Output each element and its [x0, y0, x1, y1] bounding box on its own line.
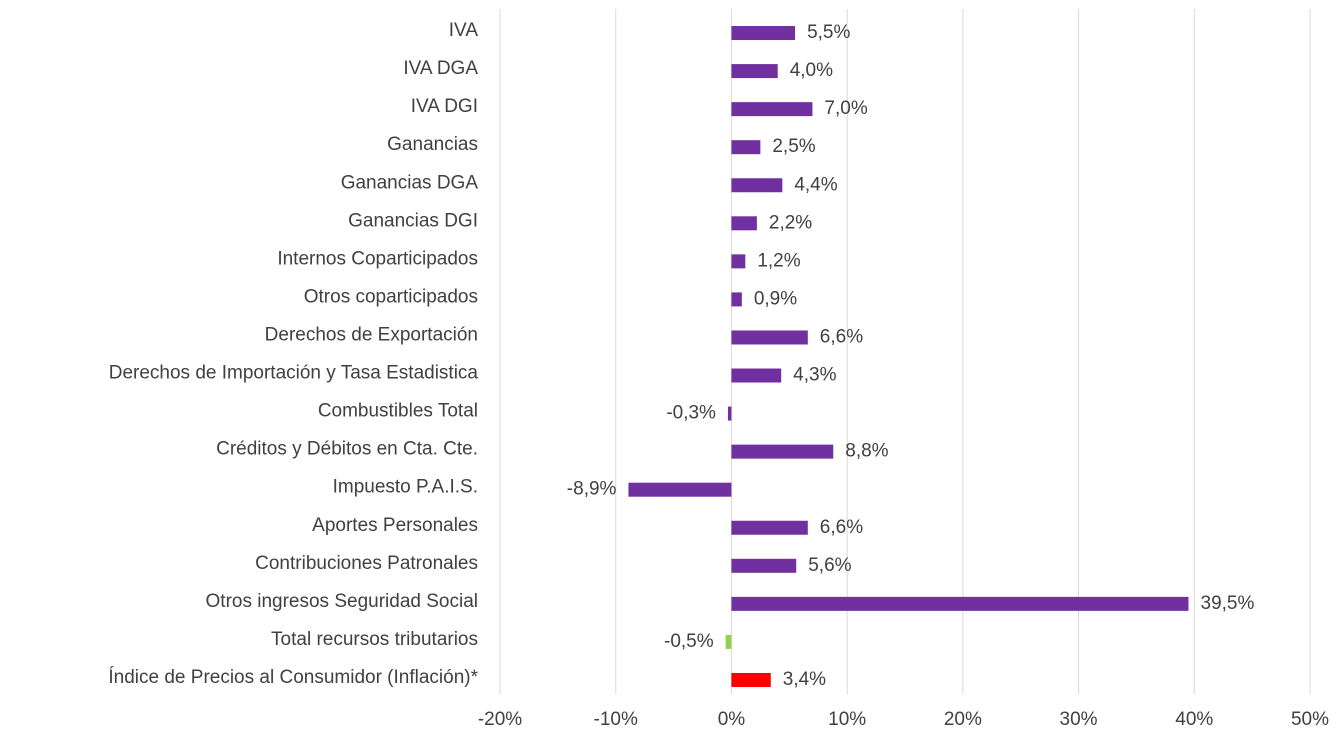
bar — [731, 368, 782, 383]
bar — [731, 140, 761, 155]
value-label: -0,3% — [666, 403, 716, 424]
y-tick-label: Derechos de Exportación — [265, 324, 478, 345]
y-tick-label: Ganancias — [387, 134, 478, 155]
x-tick-label: -10% — [594, 709, 638, 730]
value-label: 0,9% — [754, 288, 797, 309]
value-label: 5,6% — [808, 555, 851, 576]
bar — [731, 216, 757, 231]
value-label: 4,0% — [790, 60, 833, 81]
bar — [731, 64, 778, 79]
y-tick-label: IVA — [449, 20, 479, 41]
x-tick-label: 10% — [828, 709, 866, 730]
value-label: 2,5% — [772, 136, 815, 157]
y-tick-label: Otros coparticipados — [304, 286, 478, 307]
bar — [731, 672, 771, 687]
bar — [731, 444, 834, 459]
y-tick-label: IVA DGA — [403, 58, 478, 79]
bar — [731, 558, 797, 573]
value-label: -0,5% — [664, 631, 714, 652]
bar — [731, 254, 746, 269]
bar — [731, 26, 796, 41]
value-label: 1,2% — [757, 250, 800, 271]
x-tick-label: 50% — [1291, 709, 1329, 730]
y-tick-label: Índice de Precios al Consumidor (Inflaci… — [108, 667, 478, 688]
value-label: 5,5% — [807, 22, 850, 43]
x-tick-label: 20% — [944, 709, 982, 730]
y-tick-label: Aportes Personales — [312, 515, 478, 536]
y-tick-label: Contribuciones Patronales — [255, 553, 478, 574]
bar — [731, 520, 808, 535]
value-label: 8,8% — [845, 441, 888, 462]
bar — [725, 634, 732, 649]
bar — [731, 292, 742, 307]
y-tick-label: Internos Coparticipados — [277, 248, 478, 269]
value-label: 4,4% — [794, 174, 837, 195]
value-label: 2,2% — [769, 212, 812, 233]
value-label: 3,4% — [783, 669, 826, 690]
y-tick-label: Ganancias DGI — [348, 210, 478, 231]
y-tick-label: Impuesto P.A.I.S. — [333, 477, 478, 498]
value-label: 7,0% — [824, 98, 867, 119]
x-tick-label: -20% — [478, 709, 522, 730]
y-tick-label: Combustibles Total — [318, 401, 478, 422]
x-tick-label: 40% — [1175, 709, 1213, 730]
bar — [731, 102, 813, 117]
y-tick-label: IVA DGI — [411, 96, 478, 117]
x-tick-label: 30% — [1060, 709, 1098, 730]
value-label: 4,3% — [793, 365, 836, 386]
bar — [628, 482, 732, 497]
x-tick-label: 0% — [718, 709, 746, 730]
bar — [727, 406, 732, 421]
bar — [731, 330, 808, 345]
value-label: 39,5% — [1201, 593, 1255, 614]
bar — [731, 596, 1189, 611]
bar — [731, 178, 783, 193]
value-label: 6,6% — [820, 517, 863, 538]
y-tick-label: Créditos y Débitos en Cta. Cte. — [216, 439, 478, 460]
y-tick-label: Derechos de Importación y Tasa Estadisti… — [109, 363, 479, 384]
y-tick-label: Ganancias DGA — [341, 172, 479, 193]
y-tick-label: Otros ingresos Seguridad Social — [206, 591, 478, 612]
value-label: -8,9% — [567, 479, 617, 500]
value-label: 6,6% — [820, 326, 863, 347]
y-tick-label: Total recursos tributarios — [271, 629, 478, 650]
